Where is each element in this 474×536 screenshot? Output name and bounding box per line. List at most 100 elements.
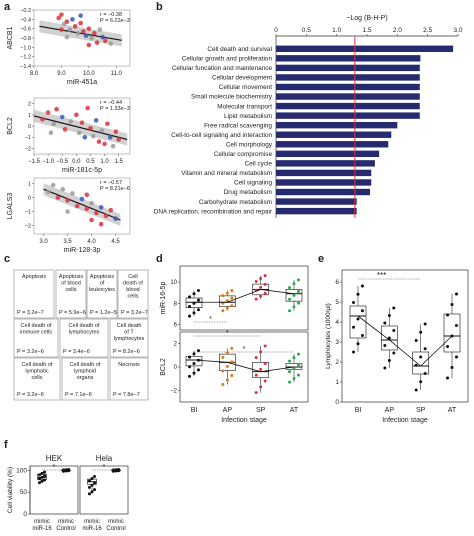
data-point (92, 31, 97, 36)
x-tick-label: 3.0 (39, 239, 48, 245)
category-label: Cell death and survival (207, 46, 272, 53)
category-label: Molecular transport (217, 103, 272, 110)
data-point (254, 373, 258, 377)
y-tick-label: −0.2 (20, 8, 31, 14)
data-point (263, 362, 267, 365)
data-point (414, 339, 418, 342)
data-point (59, 27, 64, 32)
cell-p-value: P = 7.8e−7 (113, 392, 140, 398)
median-connector (357, 315, 453, 367)
category-label: Cellular development (212, 75, 272, 82)
data-point (230, 304, 234, 308)
cell-p-value: P = 1.2e−5 (90, 310, 117, 316)
data-point (117, 467, 121, 471)
y-tick-label: 4 (335, 319, 339, 326)
data-point (192, 311, 196, 315)
cell-name: death of (123, 281, 143, 287)
treemap-cell (13, 357, 61, 401)
scatter-a2: −1.5 −1.0 −0.5 0.0 0.5 1.0 1.5 2 1 0 −1 −2 r = −0.44… (7, 97, 131, 174)
data-point (259, 285, 263, 289)
significance-mark: * (53, 464, 56, 471)
data-point (99, 128, 105, 133)
y-tick-label: −1 (25, 135, 31, 141)
y-tick-label: 2 (28, 102, 31, 108)
data-point (65, 209, 70, 214)
data-point (188, 365, 192, 369)
x-tick-label: −1.5 (28, 159, 41, 165)
x-tick-label: BI (191, 407, 198, 414)
data-point (64, 468, 68, 472)
panel-label-d: d (156, 253, 163, 265)
data-point (288, 286, 292, 290)
category-label: Cell-to-cell signaling and interaction (171, 132, 272, 139)
data-point (254, 279, 258, 283)
panel-label-b: b (156, 1, 163, 13)
bar (276, 160, 375, 167)
cell-name: lymphoid (74, 369, 96, 375)
y-tick-label: 6 (335, 279, 339, 286)
data-point (196, 289, 200, 293)
data-point (110, 143, 116, 149)
data-point (45, 110, 51, 115)
y-tick-label: −2 (25, 146, 31, 152)
data-point (225, 306, 229, 310)
data-point (37, 473, 41, 477)
category-label: Free radical scavenging (204, 122, 272, 129)
data-point (82, 134, 88, 140)
data-point (54, 106, 59, 112)
bar (276, 169, 372, 177)
x-tick-label: 0.5 (86, 159, 95, 165)
y-tick-label: −2 (25, 224, 31, 230)
data-point (67, 467, 71, 471)
data-point (68, 119, 74, 124)
y-axis-label: Lymphocytes (1000/μl) (325, 303, 332, 369)
panel-label-c: c (4, 253, 10, 265)
x-tick-label: SP (256, 407, 266, 414)
data-point (423, 347, 427, 351)
data-point (192, 352, 196, 356)
treemap-cell (109, 357, 149, 401)
data-point (352, 350, 356, 354)
x-tick-label: AT (290, 407, 299, 414)
data-point (67, 27, 72, 32)
x-tick-label: 11.0 (111, 71, 123, 77)
cell-name: immune cells (20, 330, 52, 336)
bar (276, 112, 420, 119)
bar (276, 207, 357, 215)
category-label: Cellular compromise (214, 151, 273, 158)
y-tick-label: 100 (16, 467, 27, 474)
data-point (102, 141, 107, 147)
data-point (87, 479, 91, 483)
cell-name: of blood (61, 281, 81, 287)
data-point (450, 303, 454, 306)
cell-name: Cell (128, 274, 137, 280)
data-point (43, 478, 47, 482)
scatter-a1: 8.0 9.0 10.0 11.0 −0.2 −0.4 −0.6 −0.8 −1.0 −1.2 −1… (7, 8, 131, 86)
y-axis-label: LGALS3 (7, 193, 14, 220)
x-tick-label: Control (106, 526, 125, 532)
x-tick-label: 3.0 (453, 27, 462, 34)
cell-name: cells (31, 375, 42, 381)
data-point (392, 306, 396, 310)
y-tick-label: 1 (28, 113, 31, 119)
cell-p-value: P = 3.4e−6 (63, 349, 90, 355)
cell-name: of (100, 281, 105, 287)
data-point (86, 26, 92, 31)
data-point (254, 356, 258, 360)
data-point (263, 344, 267, 348)
data-point (296, 301, 300, 305)
data-point (87, 485, 91, 489)
data-point (87, 492, 91, 496)
x-tick-label: 2.0 (393, 27, 402, 34)
bar (276, 150, 380, 158)
y-tick-label: 0 (23, 511, 27, 518)
cell-name: Apoptosis (90, 274, 114, 280)
data-point (103, 213, 109, 219)
treemap-cell (59, 318, 109, 358)
data-point (48, 130, 54, 136)
data-point (292, 356, 296, 360)
data-point (423, 372, 427, 375)
x-axis-label: miR-181c-5p (62, 167, 102, 174)
data-point (78, 13, 83, 18)
